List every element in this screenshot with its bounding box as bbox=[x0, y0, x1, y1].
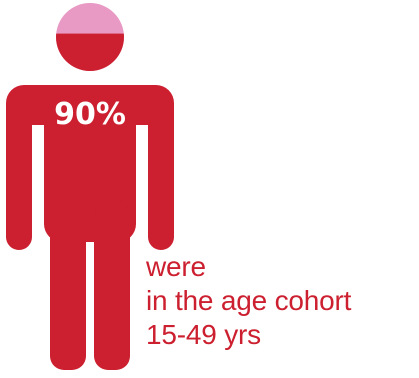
left-leg bbox=[50, 200, 86, 370]
leg-gap bbox=[86, 246, 94, 376]
left-arm bbox=[6, 95, 32, 250]
caption: were in the age cohort 15-49 yrs bbox=[146, 250, 416, 352]
value-label: 90% bbox=[54, 97, 126, 132]
right-leg bbox=[94, 200, 130, 370]
caption-line-3: 15-49 yrs bbox=[146, 319, 261, 350]
head bbox=[56, 3, 124, 71]
caption-line-2: in the age cohort bbox=[146, 285, 352, 316]
person-icon bbox=[6, 3, 174, 376]
caption-line-1: were bbox=[146, 251, 206, 282]
right-arm bbox=[148, 95, 174, 250]
shoulders bbox=[6, 85, 174, 125]
